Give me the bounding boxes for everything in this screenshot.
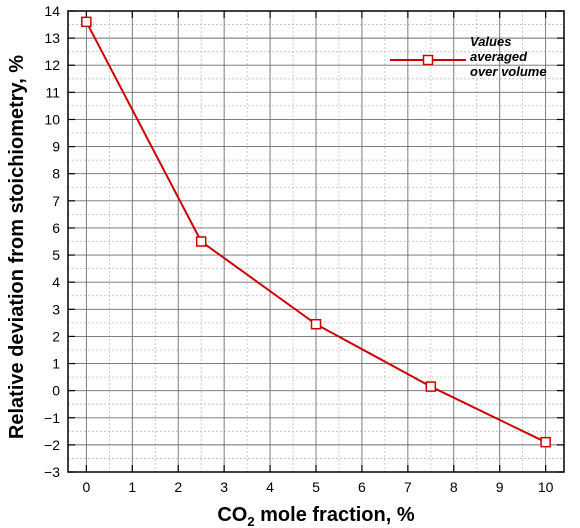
y-axis-title: Relative deviation from stoichiometry, %	[6, 55, 28, 439]
legend-label-line: over volume	[470, 64, 547, 79]
y-tick-label: 9	[52, 139, 60, 155]
x-tick-label: 10	[538, 479, 554, 495]
plot-frame	[67, 10, 565, 473]
y-tick-label: 10	[44, 111, 60, 127]
y-tick-label: 12	[44, 57, 60, 73]
x-tick-label: 0	[82, 479, 90, 495]
x-axis-title: CO2 mole fraction, %	[217, 504, 414, 528]
x-tick-labels: 0 1 2 3 4 5 6 7 8 9 10	[82, 479, 553, 495]
y-tick-label: 5	[52, 247, 60, 263]
x-tick-label: 3	[220, 479, 228, 495]
y-tick-label: −3	[44, 464, 60, 480]
legend-label-line: Values	[470, 34, 511, 49]
x-tick-label: 7	[404, 479, 412, 495]
data-point	[540, 436, 551, 448]
data-point	[195, 236, 207, 247]
y-tick-label: 13	[44, 30, 60, 46]
x-tick-label: 9	[496, 479, 504, 495]
data-point	[310, 318, 322, 330]
y-tick-label: 8	[52, 166, 60, 182]
y-tick-label: 1	[52, 356, 60, 372]
y-tick-label: 7	[52, 193, 60, 209]
y-tick-label: 2	[52, 328, 60, 344]
x-tick-label: 1	[128, 479, 136, 495]
legend-label-line: averaged	[470, 49, 528, 64]
y-tick-label: 11	[45, 84, 60, 100]
data-point	[425, 381, 437, 392]
x-tick-label: 4	[266, 479, 274, 495]
x-tick-label: 8	[450, 479, 458, 495]
legend-marker	[422, 54, 434, 66]
y-tick-label: 6	[52, 220, 60, 236]
y-tick-label: 4	[52, 274, 60, 290]
y-tick-label: 14	[44, 3, 60, 19]
series-layer	[81, 16, 551, 448]
y-tick-label: 0	[52, 383, 60, 399]
y-tick-label: −1	[44, 410, 60, 426]
y-tick-label: 3	[52, 301, 60, 317]
x-tick-label: 6	[358, 479, 366, 495]
y-tick-label: −2	[44, 437, 60, 453]
x-tick-label: 5	[312, 479, 320, 495]
x-tick-label: 2	[174, 479, 182, 495]
data-point	[81, 16, 92, 28]
